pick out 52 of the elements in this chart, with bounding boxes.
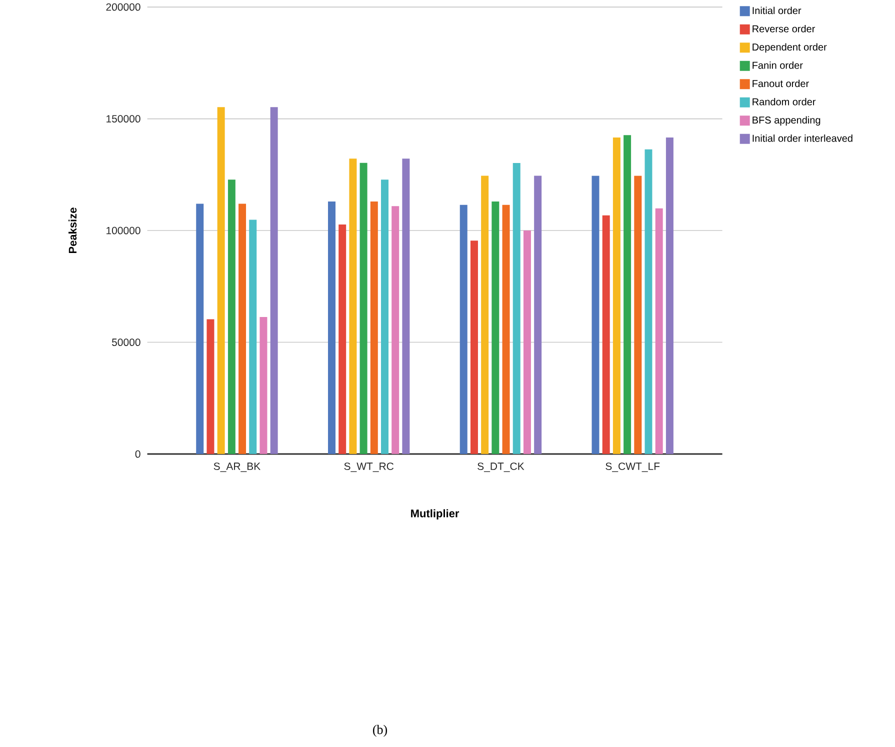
bar (523, 230, 531, 454)
bar (612, 138, 620, 454)
bar (392, 206, 400, 454)
y-tick-label: 100000 (106, 226, 140, 234)
bar (217, 107, 225, 454)
legend-label: Random order (752, 98, 816, 106)
legend-label: Initial order (752, 6, 802, 14)
legend-label: Reverse order (752, 25, 816, 32)
legend-label: Initial order interleaved (752, 134, 852, 142)
bar (206, 319, 214, 454)
bar (470, 240, 478, 454)
legend-label: Dependent order (752, 43, 827, 53)
bar (402, 158, 410, 454)
x-axis-title: Mutliplier (411, 509, 460, 520)
x-tick-label: S_DT_CK (478, 462, 524, 472)
y-tick-label: 50000 (112, 338, 140, 346)
bar (249, 220, 257, 454)
bar (360, 162, 368, 454)
bar (328, 202, 336, 454)
bar (644, 150, 652, 454)
bar (602, 215, 610, 454)
bar (349, 158, 357, 454)
bar (338, 224, 346, 454)
y-tick-label: 200000 (106, 3, 140, 11)
bar (634, 176, 642, 454)
bar (260, 317, 268, 454)
y-axis-title: Peaksize (68, 208, 77, 254)
bar (624, 135, 632, 454)
bar (238, 204, 246, 454)
bar (481, 176, 489, 454)
bar (228, 180, 236, 454)
bar (534, 176, 542, 454)
bar (370, 202, 378, 454)
bar (492, 202, 500, 454)
text: (b) (372, 725, 388, 737)
bar (270, 107, 278, 454)
bar (380, 180, 388, 454)
bar (512, 163, 520, 454)
bar (502, 204, 510, 454)
x-tick-label: S_AR_BK (214, 462, 260, 472)
y-tick-label: 150000 (106, 115, 140, 123)
legend-label: Fanout order (752, 80, 809, 88)
bar (196, 204, 204, 454)
bar (666, 138, 674, 454)
x-tick-label: S_WT_RC (344, 462, 394, 472)
legend-label: BFS appending (752, 116, 820, 126)
y-tick-label: 0 (135, 450, 140, 458)
bar (460, 204, 468, 454)
x-tick-label: S_CWT_LF (606, 462, 660, 472)
legend-label: Fanin order (752, 62, 803, 69)
bar (655, 208, 663, 454)
bar (592, 176, 600, 454)
